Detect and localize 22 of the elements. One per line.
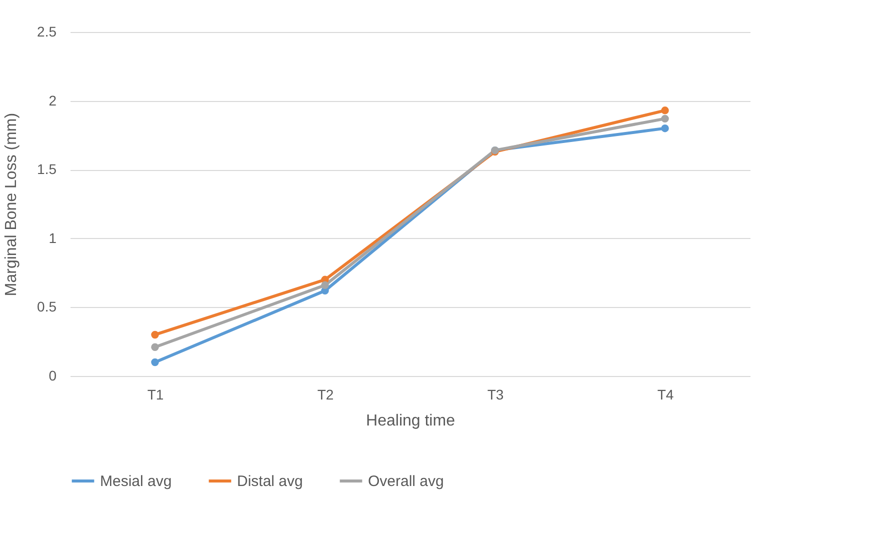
legend-label: Mesial avg bbox=[100, 473, 172, 490]
y-tick-label: 2 bbox=[48, 92, 57, 108]
x-tick-label: T2 bbox=[317, 386, 334, 402]
x-tick-label: T3 bbox=[487, 386, 504, 402]
y-axis-title: Marginal Bone Loss (mm) bbox=[3, 112, 20, 296]
point bbox=[321, 281, 329, 290]
point bbox=[151, 343, 159, 351]
legend-label: Overall avg bbox=[368, 473, 444, 490]
x-axis-title: Healing time bbox=[366, 412, 456, 430]
y-tick-label: 1 bbox=[48, 230, 57, 246]
point bbox=[151, 330, 159, 339]
y-tick-label: 0 bbox=[48, 368, 57, 384]
point bbox=[661, 106, 669, 114]
x-tick-label: T1 bbox=[147, 386, 164, 402]
y-tick-label: 2.5 bbox=[37, 24, 57, 40]
point bbox=[151, 358, 159, 366]
point bbox=[661, 124, 669, 132]
x-tick-label: T4 bbox=[657, 386, 674, 402]
y-tick-label: 0.5 bbox=[37, 298, 57, 315]
y-tick-label: 1.5 bbox=[37, 161, 57, 178]
legend-label: Distal avg bbox=[237, 473, 303, 490]
point bbox=[661, 114, 669, 123]
